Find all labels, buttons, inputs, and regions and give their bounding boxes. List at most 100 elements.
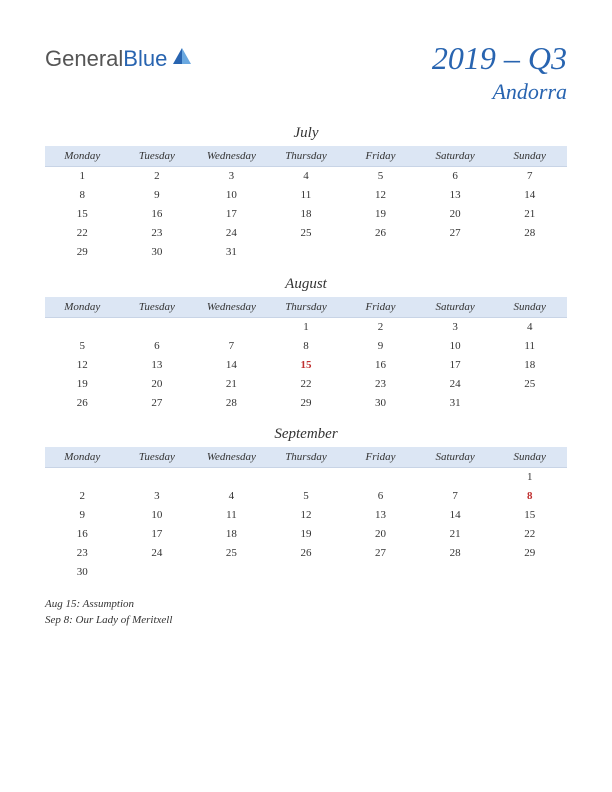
calendar-cell	[194, 317, 269, 336]
calendar-cell: 15	[45, 205, 120, 224]
calendar-cell: 14	[418, 506, 493, 525]
calendar-row: 22232425262728	[45, 224, 567, 243]
calendar-cell: 11	[194, 506, 269, 525]
calendar-cell: 10	[194, 186, 269, 205]
weekday-header: Tuesday	[120, 447, 195, 468]
calendar-cell: 23	[343, 374, 418, 393]
calendar-cell: 12	[269, 506, 344, 525]
calendar-cell: 5	[343, 167, 418, 186]
calendar-cell	[492, 393, 567, 412]
calendar-cell: 17	[418, 355, 493, 374]
calendar-cell: 4	[269, 167, 344, 186]
calendar-cell: 10	[120, 506, 195, 525]
weekday-header: Friday	[343, 447, 418, 468]
calendar-cell: 18	[269, 205, 344, 224]
calendar-cell: 1	[45, 167, 120, 186]
calendar-cell: 3	[418, 317, 493, 336]
weekday-header: Monday	[45, 447, 120, 468]
calendar-cell: 31	[194, 243, 269, 262]
weekday-header: Sunday	[492, 297, 567, 318]
calendar-cell: 5	[45, 336, 120, 355]
calendar-cell: 31	[418, 393, 493, 412]
calendar-row: 1	[45, 468, 567, 487]
calendar-cell: 22	[45, 224, 120, 243]
calendar-cell: 12	[343, 186, 418, 205]
calendar-cell: 6	[418, 167, 493, 186]
calendar-cell: 29	[45, 243, 120, 262]
calendar-cell: 13	[418, 186, 493, 205]
calendar-cell: 18	[492, 355, 567, 374]
logo-text-2: Blue	[123, 46, 167, 72]
calendar-table: MondayTuesdayWednesdayThursdayFridaySatu…	[45, 447, 567, 582]
calendar-row: 19202122232425	[45, 374, 567, 393]
calendar-cell: 7	[194, 336, 269, 355]
calendar-cell: 13	[343, 506, 418, 525]
calendar-cell: 10	[418, 336, 493, 355]
calendar-row: 567891011	[45, 336, 567, 355]
calendar-row: 2345678	[45, 487, 567, 506]
calendar-cell	[120, 317, 195, 336]
calendar-table: MondayTuesdayWednesdayThursdayFridaySatu…	[45, 297, 567, 413]
calendar-cell	[45, 317, 120, 336]
month-block: September MondayTuesdayWednesdayThursdayF…	[45, 426, 567, 582]
calendar-cell: 24	[120, 544, 195, 563]
weekday-header: Monday	[45, 297, 120, 318]
calendar-row: 30	[45, 563, 567, 582]
calendar-cell: 28	[492, 224, 567, 243]
calendar-cell: 19	[269, 525, 344, 544]
weekday-header: Friday	[343, 146, 418, 167]
calendar-row: 1234567	[45, 167, 567, 186]
calendar-row: 9101112131415	[45, 506, 567, 525]
calendar-row: 16171819202122	[45, 525, 567, 544]
month-block: July MondayTuesdayWednesdayThursdayFriday…	[45, 125, 567, 262]
weekday-header: Sunday	[492, 146, 567, 167]
calendar-cell: 2	[343, 317, 418, 336]
calendar-cell: 28	[194, 393, 269, 412]
weekday-header: Saturday	[418, 146, 493, 167]
weekday-header: Thursday	[269, 146, 344, 167]
calendar-cell: 26	[343, 224, 418, 243]
holiday-notes: Aug 15: AssumptionSep 8: Our Lady of Mer…	[45, 596, 567, 629]
title-block: 2019 – Q3 Andorra	[432, 40, 567, 105]
month-block: August MondayTuesdayWednesdayThursdayFrid…	[45, 276, 567, 413]
calendar-cell: 5	[269, 487, 344, 506]
calendar-cell: 27	[343, 544, 418, 563]
calendar-cell: 16	[120, 205, 195, 224]
calendar-cell: 21	[418, 525, 493, 544]
weekday-header: Tuesday	[120, 297, 195, 318]
calendar-cell: 9	[45, 506, 120, 525]
calendar-cell: 7	[418, 487, 493, 506]
calendar-cell: 30	[120, 243, 195, 262]
calendar-row: 891011121314	[45, 186, 567, 205]
calendar-cell: 15	[269, 355, 344, 374]
calendar-cell: 7	[492, 167, 567, 186]
month-name: July	[45, 125, 567, 142]
calendar-cell: 19	[45, 374, 120, 393]
calendar-cell: 1	[269, 317, 344, 336]
quarter-title: 2019 – Q3	[432, 40, 567, 77]
calendar-cell: 6	[343, 487, 418, 506]
weekday-header: Wednesday	[194, 146, 269, 167]
calendar-cell: 1	[492, 468, 567, 487]
calendar-cell: 28	[418, 544, 493, 563]
calendar-cell: 16	[45, 525, 120, 544]
calendar-table: MondayTuesdayWednesdayThursdayFridaySatu…	[45, 146, 567, 262]
month-name: August	[45, 276, 567, 293]
calendar-cell	[269, 243, 344, 262]
weekday-header: Wednesday	[194, 447, 269, 468]
calendar-cell: 17	[120, 525, 195, 544]
calendar-cell: 24	[418, 374, 493, 393]
calendar-cell	[194, 563, 269, 582]
holiday-note-line: Sep 8: Our Lady of Meritxell	[45, 612, 567, 629]
calendar-cell: 21	[492, 205, 567, 224]
weekday-header: Tuesday	[120, 146, 195, 167]
calendar-row: 15161718192021	[45, 205, 567, 224]
calendar-cell: 26	[269, 544, 344, 563]
calendar-cell: 23	[120, 224, 195, 243]
country-title: Andorra	[432, 79, 567, 105]
calendar-cell: 8	[45, 186, 120, 205]
month-name: September	[45, 426, 567, 443]
calendar-cell: 30	[45, 563, 120, 582]
calendar-cell	[269, 563, 344, 582]
calendar-cell: 16	[343, 355, 418, 374]
